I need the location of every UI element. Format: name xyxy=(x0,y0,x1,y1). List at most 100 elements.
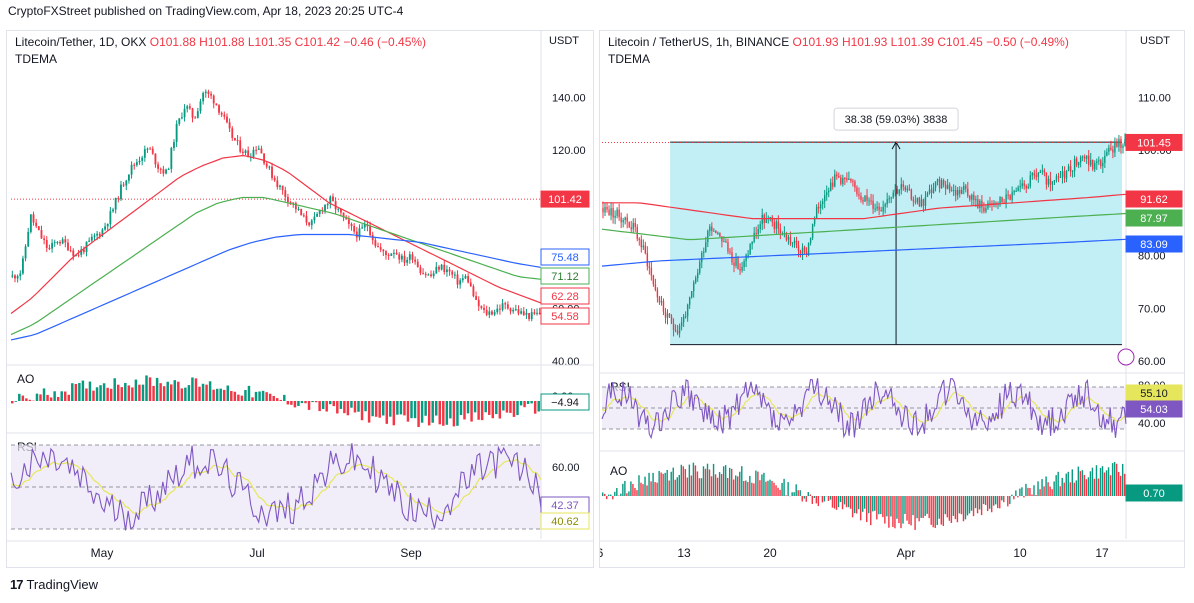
right-ao-bar xyxy=(857,496,860,510)
candle-body xyxy=(745,254,747,262)
candle-body xyxy=(1088,155,1090,166)
left-ao-bar xyxy=(357,401,360,412)
left-ao-bar xyxy=(325,401,328,412)
right-ao-bar xyxy=(1077,466,1080,496)
candle-body xyxy=(223,114,226,117)
candle-body xyxy=(141,157,144,161)
right-ao-bar xyxy=(722,466,725,496)
y-tick-label: 120.00 xyxy=(552,145,586,157)
candle-body xyxy=(29,214,32,232)
candle-body xyxy=(24,246,27,259)
left-ao-bar xyxy=(378,401,381,418)
right-ao-bar xyxy=(1003,496,1005,503)
candle-body xyxy=(472,286,475,297)
left-ao-bar xyxy=(106,387,109,401)
candle-body xyxy=(620,217,622,223)
candle-body xyxy=(842,178,844,184)
candle-body xyxy=(390,253,393,256)
right-ao-bar xyxy=(833,496,836,509)
candle-body xyxy=(650,267,653,276)
candle-body xyxy=(464,276,467,279)
candle-body xyxy=(316,213,319,217)
candle-body xyxy=(453,274,456,276)
candle-body xyxy=(379,247,382,250)
left-ao-bar xyxy=(184,387,187,401)
candle-body xyxy=(244,150,247,154)
candle-body xyxy=(699,262,701,273)
right-ao-bar xyxy=(1099,467,1102,496)
candle-body xyxy=(350,224,353,226)
right-ao-bar xyxy=(771,481,773,496)
candle-body xyxy=(504,303,507,305)
candle-body xyxy=(668,313,671,317)
footer[interactable]: 17 TradingView xyxy=(10,577,98,592)
candle-body xyxy=(634,222,636,228)
right-ao-bar xyxy=(964,496,967,520)
right-ao-bar xyxy=(970,496,973,511)
candle-body xyxy=(324,204,326,211)
right-ao-bar xyxy=(956,496,959,523)
candle-body xyxy=(19,273,22,277)
candle-body xyxy=(874,208,876,210)
candle-body xyxy=(608,209,610,216)
right-ao-bar xyxy=(626,493,628,496)
tradingview-logo-icon: 17 xyxy=(10,577,24,592)
candle-body xyxy=(120,184,122,200)
candle-body xyxy=(813,218,816,224)
candle-body xyxy=(45,239,48,248)
candle-body xyxy=(416,261,419,268)
right-ao-bar xyxy=(870,496,872,526)
candle-body xyxy=(101,229,104,236)
candle-body xyxy=(807,242,810,256)
candle-body xyxy=(483,307,485,310)
candle-body xyxy=(791,242,794,244)
x-tick-label: Apr xyxy=(897,546,916,560)
candle-body xyxy=(753,232,755,242)
left-ao-bar xyxy=(74,383,78,401)
candle-body xyxy=(1112,149,1114,153)
left-ao-bar xyxy=(449,401,452,419)
candle-body xyxy=(226,116,228,123)
right-ao-bar xyxy=(676,477,678,496)
left-ao-bar xyxy=(180,388,184,401)
left-ao-bar xyxy=(371,401,374,417)
candle-body xyxy=(1104,155,1106,163)
right-ao-bar xyxy=(1043,486,1045,496)
candle-body xyxy=(904,186,907,191)
right-ao-bar xyxy=(698,478,701,496)
candle-body xyxy=(1013,190,1015,193)
right-ao-bar xyxy=(1025,483,1027,496)
candle-body xyxy=(946,184,949,189)
left-ao-bar xyxy=(346,401,350,416)
candle-body xyxy=(707,231,709,243)
candle-body xyxy=(638,238,640,240)
right-symbol: Litecoin / TetherUS, 1h, BINANCE xyxy=(608,35,790,49)
left-ema-red-tag: 62.28 xyxy=(551,291,579,303)
left-rsi-ma-line xyxy=(10,458,542,515)
candle-body xyxy=(983,207,985,212)
left-ao-bar xyxy=(25,398,28,401)
left-ao-bar xyxy=(159,383,162,401)
left-ao-bar xyxy=(39,394,42,401)
candle-body xyxy=(680,322,683,327)
left-ao-bar xyxy=(314,401,318,403)
candle-body xyxy=(682,316,685,323)
candle-body xyxy=(432,273,435,277)
candle-body xyxy=(1053,180,1056,182)
left-chart-canvas[interactable]: 140.00120.00100.0080.0060.0040.00101.427… xyxy=(7,31,594,568)
left-ao-bar xyxy=(187,385,191,401)
left-symbol: Litecoin/Tether, 1D, OKX xyxy=(15,35,147,49)
candle-body xyxy=(334,201,337,210)
left-ao-bar xyxy=(343,401,346,414)
candle-body xyxy=(385,251,387,255)
left-ao-bar xyxy=(247,385,251,401)
right-ao-bar xyxy=(892,496,894,528)
candle-body xyxy=(864,195,866,202)
right-ao-bar xyxy=(995,496,997,505)
candle-body xyxy=(950,190,953,192)
left-chart-panel[interactable]: 140.00120.00100.0080.0060.0040.00101.427… xyxy=(6,30,594,568)
candle-body xyxy=(427,274,430,276)
candle-body xyxy=(82,249,85,253)
